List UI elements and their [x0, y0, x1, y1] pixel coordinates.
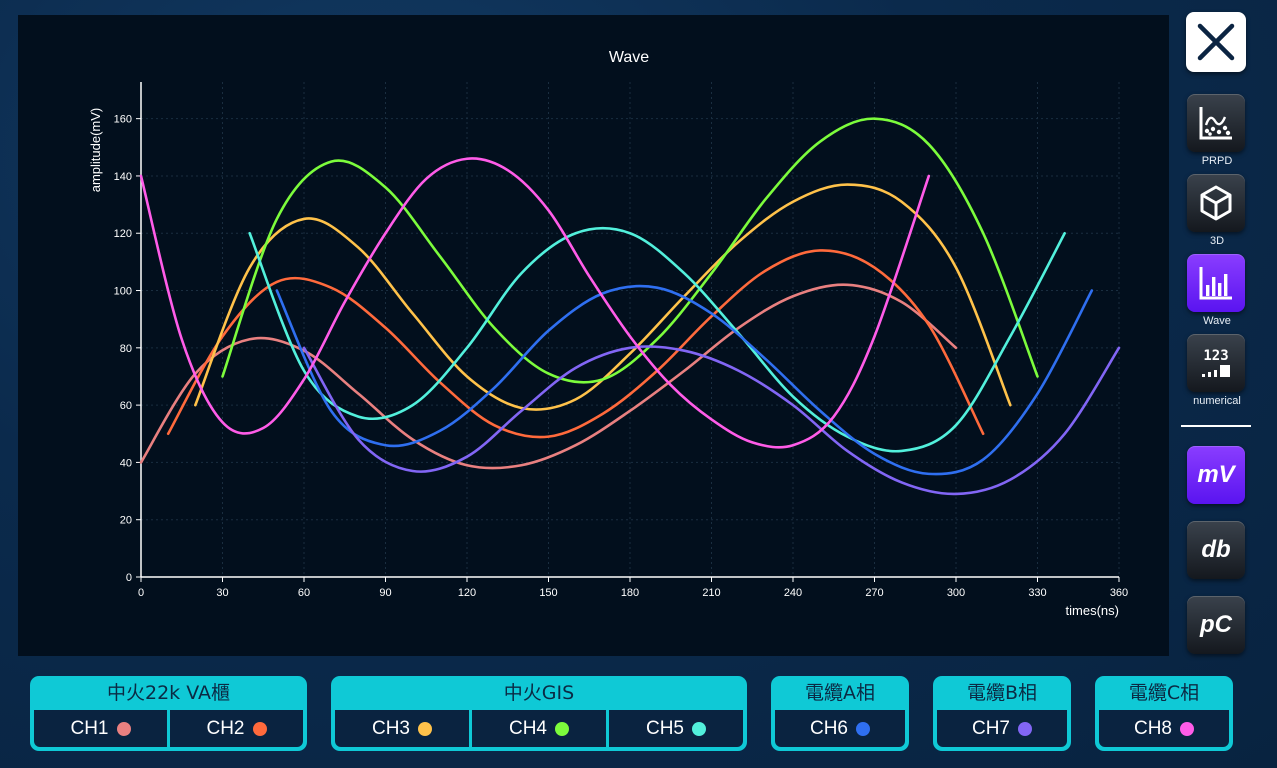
y-tick-label: 160 [114, 114, 132, 126]
channel-color-dot [692, 721, 706, 736]
y-axis-label: amplitude(mV) [88, 108, 103, 193]
x-tick-label: 360 [1110, 587, 1128, 599]
channel-color-dot [116, 721, 131, 736]
channel-ch1[interactable]: CH1 [34, 710, 167, 747]
channel-label: CH8 [1133, 717, 1172, 739]
wave-chart: 0 30 60 90 120 150 180 210 240 270 300 330 360 0 20 40 6… [88, 49, 1128, 618]
series-line-ch2 [166, 249, 985, 439]
3d-button[interactable] [1187, 174, 1245, 232]
y-tick-label: 20 [120, 515, 132, 527]
x-tick-label: 330 [1028, 587, 1046, 599]
unit-mv-button[interactable]: mV [1187, 446, 1245, 504]
series-line-ch6 [275, 284, 1094, 476]
channel-label: CH2 [206, 717, 245, 739]
x-tick-label: 0 [138, 587, 144, 599]
prpd-label: PRPD [1201, 155, 1233, 167]
y-tick-label: 80 [120, 343, 132, 355]
unit-db-button[interactable]: db [1187, 521, 1245, 579]
unit-pc-button[interactable]: pC [1187, 596, 1245, 654]
channel-color-dot [1018, 721, 1032, 736]
channel-ch6[interactable]: CH6 [775, 710, 905, 747]
channel-color-dot [555, 721, 569, 736]
numeric-icon-glyph: 123 [1203, 348, 1228, 364]
channel-ch4[interactable]: CH4 [469, 710, 606, 747]
group-title: 電纜C相 [1128, 682, 1200, 704]
channel-label: CH6 [809, 717, 848, 739]
y-tick-label: 100 [114, 286, 132, 298]
group-cable-c: 電纜C相 CH8 [1095, 676, 1233, 751]
group-gis: 中火GIS CH3 CH4 CH5 [331, 676, 747, 751]
chart-panel: 0 30 60 90 120 150 180 210 240 270 300 330 360 0 20 40 6… [18, 15, 1169, 656]
close-icon [1197, 23, 1235, 61]
channel-ch7[interactable]: CH7 [937, 710, 1067, 747]
bar-chart-icon [1199, 267, 1232, 300]
wave-button[interactable] [1187, 254, 1245, 312]
series-line-ch1 [139, 283, 958, 470]
channel-ch3[interactable]: CH3 [335, 710, 469, 747]
x-tick-label: 240 [784, 587, 802, 599]
close-button[interactable] [1186, 12, 1246, 72]
x-tick-label: 210 [702, 587, 720, 599]
y-tick-label: 0 [126, 572, 132, 584]
channel-color-dot [252, 721, 267, 736]
cube-icon [1200, 185, 1232, 221]
x-tick-label: 300 [947, 587, 965, 599]
group-22kva: 中火22k VA櫃 CH1 CH2 [30, 676, 307, 751]
channel-color-dot [856, 721, 870, 736]
prpd-button[interactable] [1187, 94, 1245, 152]
group-cable-b: 電纜B相 CH7 [933, 676, 1071, 751]
series-line-ch4 [221, 117, 1039, 384]
group-title: 電纜B相 [966, 682, 1038, 704]
group-cable-a: 電纜A相 CH6 [771, 676, 909, 751]
group-title: 電纜A相 [805, 682, 875, 704]
scatter-chart-icon [1199, 107, 1232, 140]
channel-label: CH5 [645, 717, 684, 739]
x-tick-label: 90 [379, 587, 391, 599]
channel-ch8[interactable]: CH8 [1099, 710, 1229, 747]
channel-label: CH4 [508, 717, 547, 739]
chart-title: Wave [609, 49, 649, 66]
channel-label: CH7 [971, 717, 1010, 739]
sidebar-divider [1181, 425, 1251, 427]
series-line-ch5 [248, 226, 1066, 453]
3d-label: 3D [1209, 235, 1225, 247]
x-tick-label: 150 [539, 587, 557, 599]
unit-mv-label: mV [1197, 461, 1235, 488]
series-line-ch7 [302, 345, 1121, 496]
x-tick-label: 180 [621, 587, 639, 599]
y-tick-label: 120 [114, 228, 132, 240]
y-tick-label: 40 [120, 457, 132, 469]
channel-label: CH3 [371, 717, 410, 739]
group-title: 中火22k VA櫃 [107, 682, 230, 704]
channel-ch5[interactable]: CH5 [606, 710, 743, 747]
x-tick-label: 30 [216, 587, 228, 599]
y-tick-label: 60 [120, 400, 132, 412]
unit-db-label: db [1201, 536, 1231, 563]
numerical-label: numerical [1193, 395, 1241, 407]
channel-ch2[interactable]: CH2 [167, 710, 303, 747]
x-tick-label: 60 [298, 587, 310, 599]
numeric-icon: 123 [1202, 348, 1230, 377]
series-line-ch3 [194, 183, 1012, 411]
x-axis-label: times(ns) [1066, 603, 1119, 618]
group-title: 中火GIS [503, 682, 575, 704]
x-tick-label: 120 [458, 587, 476, 599]
series-line-ch8 [139, 157, 931, 449]
channel-color-dot [1180, 721, 1194, 736]
channel-label: CH1 [70, 717, 109, 739]
channel-color-dot [418, 721, 432, 736]
wave-label: Wave [1203, 315, 1231, 327]
unit-pc-label: pC [1200, 611, 1232, 638]
y-tick-label: 140 [114, 171, 132, 183]
numerical-button[interactable]: 123 [1187, 334, 1245, 392]
x-tick-label: 270 [865, 587, 883, 599]
